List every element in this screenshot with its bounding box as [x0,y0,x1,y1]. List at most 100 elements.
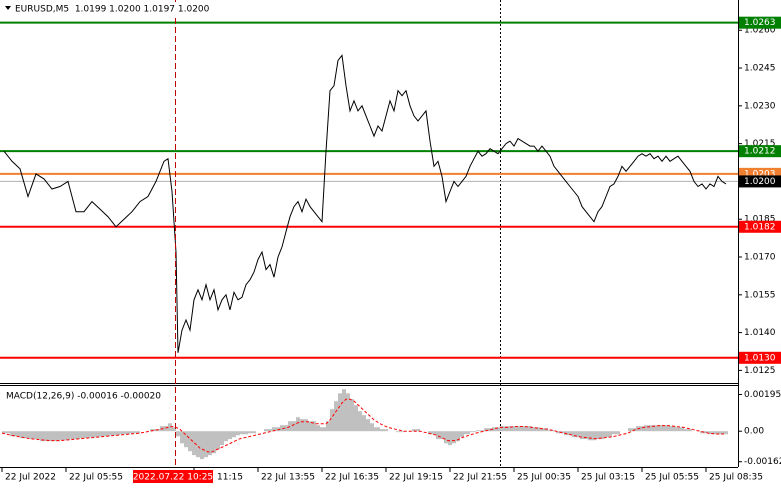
macd-bar [540,428,548,432]
x-tick-label: 11:15 [217,473,243,483]
level-label: 1.0212 [744,147,776,157]
macd-bar [350,399,354,432]
price-line [3,54,727,353]
macd-bar [168,423,172,432]
macd-bar [428,431,436,435]
macd-bar [444,431,448,444]
x-tick-label: 22 Jul 19:15 [389,473,443,483]
macd-bar [652,425,660,432]
macd-bar [196,431,200,458]
x-tick-label: 22 Jul 13:55 [261,473,315,483]
macd-title: MACD(12,26,9) -0.00016 -0.00020 [6,392,161,402]
macd-bar [470,431,476,433]
macd-bar [354,405,358,432]
macd-bar [452,431,456,444]
macd-bar [130,431,140,434]
macd-bar [296,417,300,432]
crosshair-label: 2022.07.22 10:25 [133,473,213,483]
macd-bar [236,431,240,436]
macd-bar [334,401,338,432]
last-price-label: 1.0200 [744,177,776,187]
macd-bar [358,411,362,432]
macd-bar [228,431,232,440]
macd-bar [342,389,346,432]
macd-bar [604,431,612,438]
chart-header: EURUSD,M5 1.0199 1.0200 1.0197 1.0200 [15,5,210,15]
macd-bar [188,431,192,452]
macd-bar [100,431,110,437]
macd-bar [708,431,716,435]
macd-bar [580,431,588,440]
macd-bar [346,393,350,432]
macd-bar [50,431,60,442]
macd-bar [484,428,492,432]
macd-bar [180,431,184,444]
macd-bar [628,428,636,432]
x-tick-label: 25 Jul 03:15 [581,473,635,483]
macd-bar [644,425,652,432]
y-tick-label: 1.0185 [744,215,776,225]
macd-bar [370,423,374,432]
macd-bar [456,431,460,442]
macd-bar [172,427,176,432]
y-tick-label: 1.0125 [744,366,776,376]
macd-bar [380,429,388,432]
macd-bar [160,426,168,432]
macd-bar [10,431,20,437]
x-tick-label: 22 Jul 21:55 [453,473,507,483]
last-price-box [739,175,781,188]
signal-line [1,398,724,453]
level-box [739,145,781,158]
macd-bar [524,426,532,432]
macd-bar [508,426,516,432]
macd-bar [448,431,452,446]
level-box [739,16,781,29]
y-tick-label: 0.00 [744,427,764,437]
y-tick-label: 1.0155 [744,290,776,300]
macd-bar [248,431,256,434]
y-tick-label: 1.0245 [744,64,776,74]
macd-bar [232,431,236,438]
macd-bar [724,431,728,435]
macd-bar [200,431,204,460]
macd-bar [70,431,80,440]
macd-bar [316,425,320,432]
level-label: 1.0263 [744,18,776,28]
header-box [2,2,242,16]
macd-bar [220,431,224,446]
level-label: 1.0130 [744,353,776,363]
macd-bar [464,431,470,435]
macd-bar [436,431,444,440]
macd-bar [208,431,212,456]
macd-bar [412,429,420,432]
macd-bar [90,431,100,438]
macd-bar [110,431,120,436]
macd-bar [338,393,342,432]
y-tick-label: 1.0170 [744,253,776,263]
macd-bar [492,427,500,432]
y-tick-label: 0.00195 [744,390,781,400]
crosshair-label-box [133,470,213,483]
macd-bar [612,431,620,435]
macd-bar [264,429,272,432]
macd-bar [2,431,10,434]
macd-bar [660,425,668,432]
level-label: 1.0182 [744,222,776,232]
macd-bar [192,431,196,456]
x-tick-label: 25 Jul 00:35 [517,473,571,483]
macd-bar [362,415,366,432]
macd-bar [516,426,524,432]
macd-bar [668,426,676,432]
x-tick-label: 22 Jul 05:55 [69,473,123,483]
x-tick-label: 25 Jul 08:35 [709,473,763,483]
macd-bar [326,421,330,432]
macd-bar [40,431,50,442]
macd-bar [204,431,208,458]
macd-bar [30,431,40,440]
macd-bar [224,431,228,442]
macd-bar [288,421,296,432]
macd-bar [150,429,160,432]
macd-bar [60,431,70,441]
macd-bar [716,431,724,435]
